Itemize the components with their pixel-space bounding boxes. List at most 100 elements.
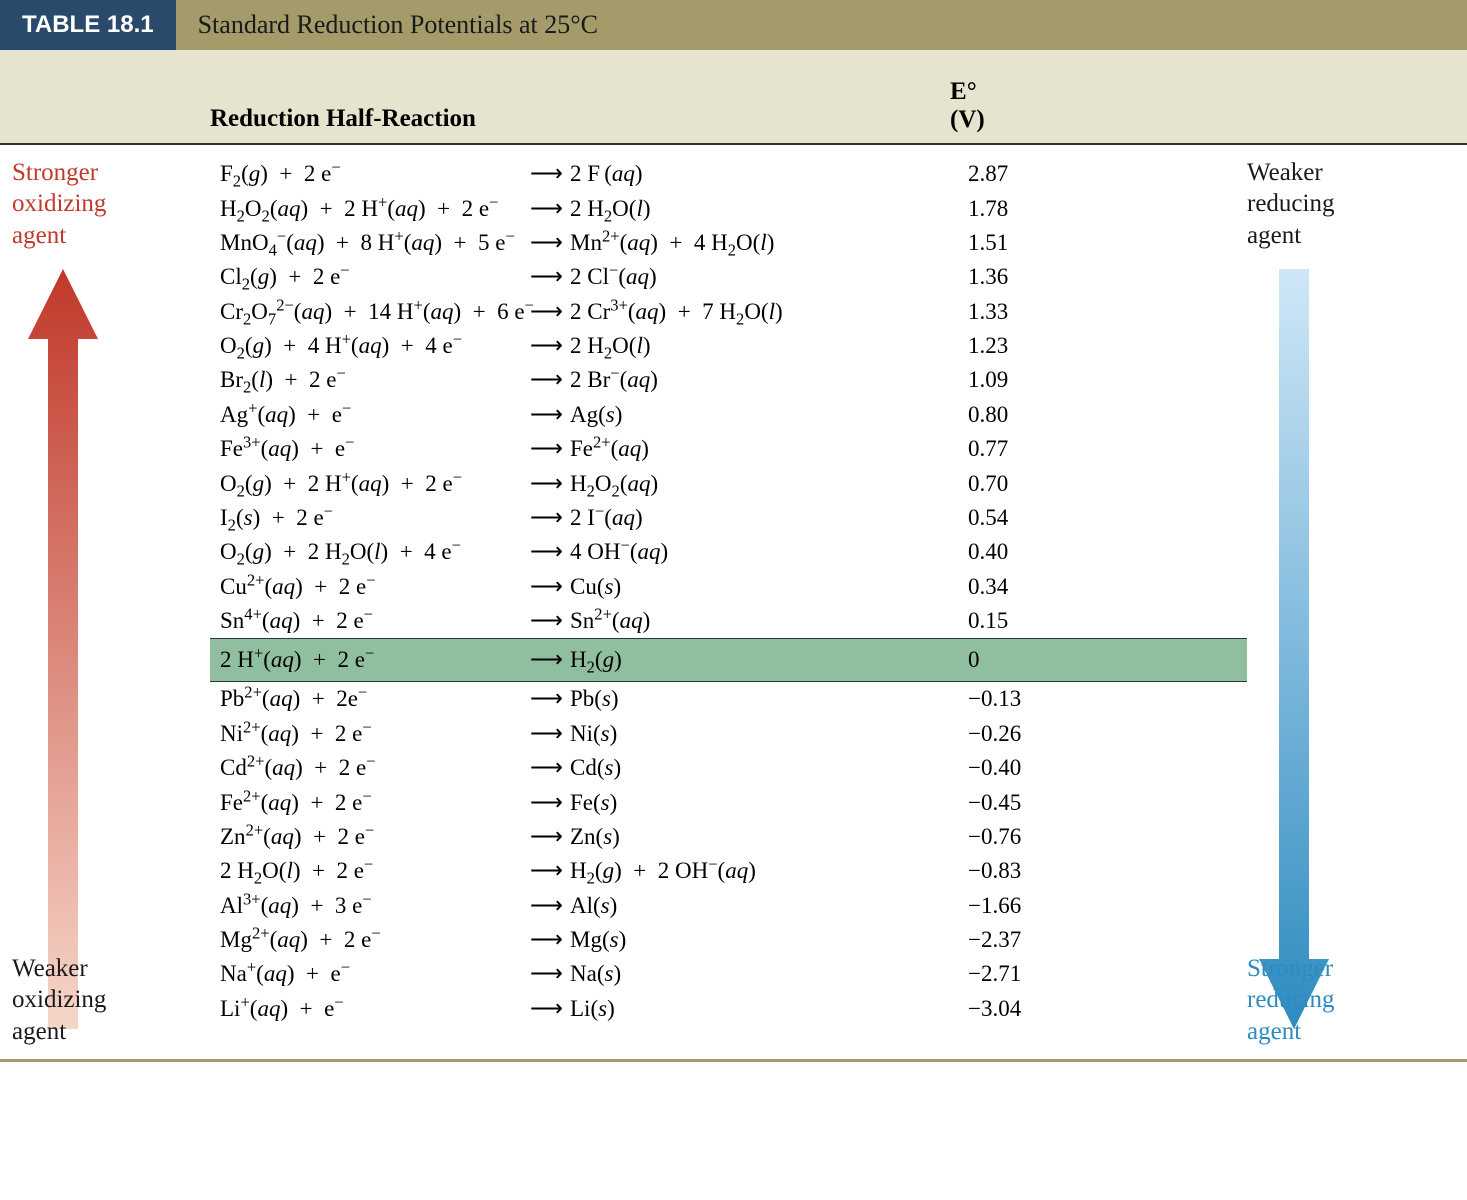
label-weaker-reducing: Weakerreducingagent — [1247, 157, 1467, 251]
reaction-arrow-icon: ⟶ — [530, 196, 570, 222]
reaction-lhs: Cu2+(aq) + 2 e− — [220, 574, 530, 600]
header-reaction: Reduction Half-Reaction — [210, 105, 950, 133]
table-row: 2 H2O(l) + 2 e−⟶H2(g) + 2 OH−(aq)−0.83 — [210, 854, 1247, 888]
reaction-rhs: Li(s) — [570, 996, 960, 1022]
title-bar: TABLE 18.1 Standard Reduction Potentials… — [0, 0, 1467, 50]
reduction-potential: 1.36 — [960, 264, 1080, 290]
column-headers: Reduction Half-Reaction E° (V) — [0, 50, 1467, 145]
reduction-potential: −0.13 — [960, 686, 1080, 712]
reaction-rhs: H2(g) — [570, 647, 960, 673]
reduction-potential: 1.09 — [960, 367, 1080, 393]
table-title: Standard Reduction Potentials at 25°C — [176, 0, 1467, 50]
reduction-potential: 0.40 — [960, 539, 1080, 565]
reaction-arrow-icon: ⟶ — [530, 230, 570, 256]
reaction-arrow-icon: ⟶ — [530, 721, 570, 747]
reaction-rhs: Pb(s) — [570, 686, 960, 712]
reaction-rhs: Zn(s) — [570, 824, 960, 850]
table-row: O2(g) + 2 H2O(l) + 4 e−⟶4 OH−(aq)0.40 — [210, 535, 1247, 569]
reaction-lhs: Mg2+(aq) + 2 e− — [220, 927, 530, 953]
table-row: Cd2+(aq) + 2 e−⟶Cd(s)−0.40 — [210, 751, 1247, 785]
reduction-potential: 0.77 — [960, 436, 1080, 462]
reaction-arrow-icon: ⟶ — [530, 471, 570, 497]
reaction-rhs: Cu(s) — [570, 574, 960, 600]
table-row: Li+(aq) + e−⟶Li(s)−3.04 — [210, 992, 1247, 1026]
table-row: 2 H+(aq) + 2 e−⟶H2(g)0 — [210, 638, 1247, 682]
reaction-rhs: Fe2+(aq) — [570, 436, 960, 462]
reaction-rhs: Fe(s) — [570, 790, 960, 816]
label-stronger-oxidizing: Strongeroxidizingagent — [0, 157, 210, 251]
reaction-arrow-icon: ⟶ — [530, 574, 570, 600]
oxidizing-strength-arrow-icon — [28, 269, 98, 1029]
table-row: H2O2(aq) + 2 H+(aq) + 2 e−⟶2 H2O(l)1.78 — [210, 191, 1247, 225]
reduction-potential: 0.70 — [960, 471, 1080, 497]
reaction-rhs: H2(g) + 2 OH−(aq) — [570, 858, 960, 884]
reaction-lhs: Sn4+(aq) + 2 e− — [220, 608, 530, 634]
reaction-rhs: 2 Cl−(aq) — [570, 264, 960, 290]
reducing-strength-arrow-icon — [1259, 269, 1329, 1029]
reaction-lhs: Br2(l) + 2 e− — [220, 367, 530, 393]
table-row: Cr2O72−(aq) + 14 H+(aq) + 6 e−⟶2 Cr3+(aq… — [210, 295, 1247, 329]
table-row: Na+(aq) + e−⟶Na(s)−2.71 — [210, 957, 1247, 991]
reduction-potentials-table: TABLE 18.1 Standard Reduction Potentials… — [0, 0, 1467, 1062]
header-potential: E° (V) — [950, 78, 1070, 133]
table-row: Zn2+(aq) + 2 e−⟶Zn(s)−0.76 — [210, 820, 1247, 854]
reaction-arrow-icon: ⟶ — [530, 436, 570, 462]
reaction-arrow-icon: ⟶ — [530, 264, 570, 290]
reaction-lhs: Li+(aq) + e− — [220, 996, 530, 1022]
reaction-lhs: Zn2+(aq) + 2 e− — [220, 824, 530, 850]
reduction-potential: 1.51 — [960, 230, 1080, 256]
reduction-potential: 2.87 — [960, 161, 1080, 187]
reduction-potential: −2.71 — [960, 961, 1080, 987]
reaction-lhs: Fe3+(aq) + e− — [220, 436, 530, 462]
reaction-rhs: 2 I−(aq) — [570, 505, 960, 531]
table-row: Cl2(g) + 2 e−⟶2 Cl−(aq)1.36 — [210, 260, 1247, 294]
reaction-arrow-icon: ⟶ — [530, 790, 570, 816]
table-row: Ni2+(aq) + 2 e−⟶Ni(s)−0.26 — [210, 717, 1247, 751]
reaction-lhs: I2(s) + 2 e− — [220, 505, 530, 531]
reaction-lhs: Cr2O72−(aq) + 14 H+(aq) + 6 e− — [220, 299, 530, 325]
reaction-rhs: 2 Cr3+(aq) + 7 H2O(l) — [570, 299, 960, 325]
reaction-rhs: Ni(s) — [570, 721, 960, 747]
reaction-rhs: H2O2(aq) — [570, 471, 960, 497]
reduction-potential: 1.33 — [960, 299, 1080, 325]
reaction-arrow-icon: ⟶ — [530, 961, 570, 987]
reaction-arrow-icon: ⟶ — [530, 858, 570, 884]
reaction-arrow-icon: ⟶ — [530, 927, 570, 953]
reaction-rhs: 2 H2O(l) — [570, 333, 960, 359]
reduction-potential: 1.78 — [960, 196, 1080, 222]
reaction-rhs: Sn2+(aq) — [570, 608, 960, 634]
reaction-arrow-icon: ⟶ — [530, 686, 570, 712]
table-row: Sn4+(aq) + 2 e−⟶Sn2+(aq)0.15 — [210, 604, 1247, 638]
reaction-lhs: Ag+(aq) + e− — [220, 402, 530, 428]
reaction-lhs: Pb2+(aq) + 2e− — [220, 686, 530, 712]
reduction-potential: −0.45 — [960, 790, 1080, 816]
reaction-arrow-icon: ⟶ — [530, 161, 570, 187]
table-row: Al3+(aq) + 3 e−⟶Al(s)−1.66 — [210, 889, 1247, 923]
reaction-rhs: Na(s) — [570, 961, 960, 987]
reaction-lhs: Cl2(g) + 2 e− — [220, 264, 530, 290]
reaction-rhs: Cd(s) — [570, 755, 960, 781]
reaction-arrow-icon: ⟶ — [530, 824, 570, 850]
reaction-lhs: Fe2+(aq) + 2 e− — [220, 790, 530, 816]
reduction-potential: 1.23 — [960, 333, 1080, 359]
left-side-column: Strongeroxidizingagent Weakeroxidizingag… — [0, 157, 210, 1047]
reaction-lhs: O2(g) + 2 H2O(l) + 4 e− — [220, 539, 530, 565]
table-row: MnO4−(aq) + 8 H+(aq) + 5 e−⟶Mn2+(aq) + 4… — [210, 226, 1247, 260]
reduction-potential: −0.83 — [960, 858, 1080, 884]
reaction-arrow-icon: ⟶ — [530, 333, 570, 359]
reduction-potential: −0.76 — [960, 824, 1080, 850]
reaction-rhs: Ag(s) — [570, 402, 960, 428]
reaction-arrow-icon: ⟶ — [530, 299, 570, 325]
reaction-lhs: O2(g) + 4 H+(aq) + 4 e− — [220, 333, 530, 359]
reaction-lhs: MnO4−(aq) + 8 H+(aq) + 5 e− — [220, 230, 530, 256]
reaction-arrow-icon: ⟶ — [530, 755, 570, 781]
label-stronger-reducing: Strongerreducingagent — [1247, 953, 1334, 1047]
table-row: Ag+(aq) + e−⟶Ag(s)0.80 — [210, 398, 1247, 432]
reaction-lhs: F2(g) + 2 e− — [220, 161, 530, 187]
table-row: Fe2+(aq) + 2 e−⟶Fe(s)−0.45 — [210, 785, 1247, 819]
reaction-lhs: Na+(aq) + e− — [220, 961, 530, 987]
table-row: Mg2+(aq) + 2 e−⟶Mg(s)−2.37 — [210, 923, 1247, 957]
table-row: Cu2+(aq) + 2 e−⟶Cu(s)0.34 — [210, 570, 1247, 604]
reaction-arrow-icon: ⟶ — [530, 539, 570, 565]
table-row: O2(g) + 2 H+(aq) + 2 e−⟶H2O2(aq)0.70 — [210, 466, 1247, 500]
